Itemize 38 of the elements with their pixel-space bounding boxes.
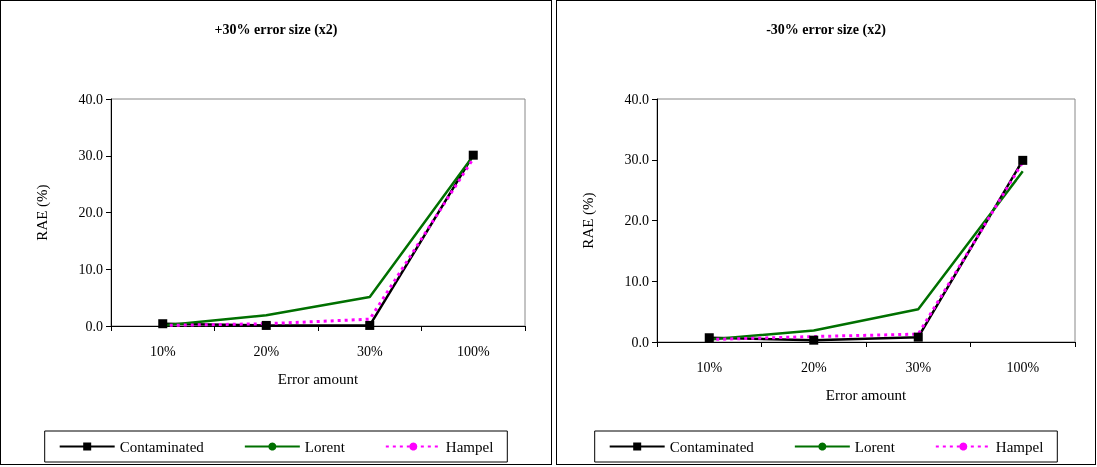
y-tick-label: 20.0 (624, 213, 649, 228)
x-axis-title: Error amount (277, 370, 360, 387)
x-tick-label: 10% (149, 343, 176, 359)
y-tick-label: 40.0 (624, 91, 649, 107)
x-tick-label: 30% (905, 359, 932, 375)
chart-title: -30% error size (x2) (766, 21, 887, 38)
legend-label: Lorent (304, 438, 346, 455)
point (365, 320, 375, 330)
y-tick-label: 30.0 (624, 152, 649, 168)
point (913, 332, 923, 342)
legend-label: Contaminated (119, 438, 205, 455)
legend-label: Hampel (445, 438, 494, 455)
point (468, 150, 478, 160)
x-tick-label: 100% (456, 343, 490, 359)
point (704, 333, 714, 343)
y-axis-title: RAE (%) (579, 192, 597, 249)
y-tick-label: 0.0 (631, 334, 649, 350)
legend-label: Lorent (854, 438, 896, 455)
point (1018, 155, 1028, 165)
y-tick-label: 20.0 (78, 205, 103, 220)
y-tick-label: 40.0 (78, 91, 103, 107)
chart-title: +30% error size (x2) (214, 21, 338, 38)
legend-label: Contaminated (669, 438, 755, 455)
point (261, 320, 271, 330)
x-tick-label: 30% (356, 343, 383, 359)
y-tick-label: 30.0 (78, 148, 103, 164)
y-tick-label: 10.0 (78, 261, 103, 277)
x-tick-label: 10% (696, 359, 723, 375)
y-tick-label: 0.0 (85, 318, 103, 334)
y-tick-label: 10.0 (624, 273, 649, 289)
legend-label: Hampel (995, 438, 1044, 455)
x-axis-title: Error amount (825, 386, 908, 403)
x-tick-label: 20% (253, 343, 280, 359)
point (158, 319, 168, 329)
y-axis-title: RAE (%) (33, 184, 51, 241)
point (809, 335, 819, 345)
x-tick-label: 20% (800, 359, 827, 375)
x-tick-label: 100% (1006, 359, 1040, 375)
